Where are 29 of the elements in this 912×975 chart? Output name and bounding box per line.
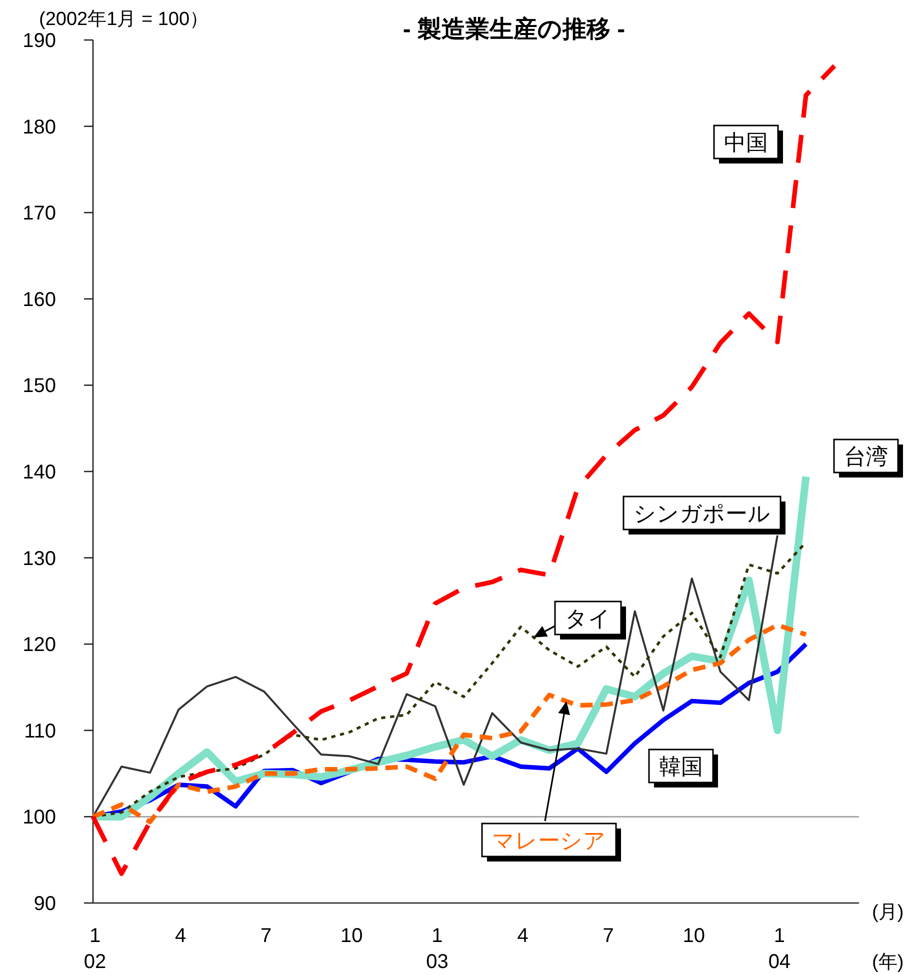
x-tick-label: 7 <box>260 925 272 947</box>
x-tick-label: 1 02 <box>84 925 106 973</box>
text: (月) (年) <box>872 902 904 973</box>
x-tick-label: 10 <box>340 925 363 947</box>
series-label: 韓国 <box>659 754 703 779</box>
x-tick-label: 4 <box>174 925 186 947</box>
y-tick-label: 140 <box>22 462 56 484</box>
series-label: 台湾 <box>844 444 888 469</box>
y-tick-label: 130 <box>22 548 56 570</box>
chart-title: - 製造業生産の推移 - <box>402 16 626 43</box>
series-label: シンガポール <box>634 501 770 526</box>
text: マレーシア <box>492 828 606 853</box>
y-axis-title: (2002年1月 = 100） <box>39 9 209 30</box>
y-tick-label: 150 <box>22 375 56 398</box>
y-tick-label: 170 <box>22 202 56 225</box>
series-label: 中国 <box>724 130 768 155</box>
x-tick-label: 1 03 <box>426 925 448 973</box>
y-tick-label: 160 <box>22 288 56 311</box>
y-tick-label: 90 <box>34 893 56 915</box>
x-tick-label: 7 <box>602 925 614 947</box>
x-tick-label: 1 04 <box>768 925 791 973</box>
y-tick-label: 110 <box>24 720 56 742</box>
y-tick-label: 120 <box>22 634 56 656</box>
x-tick-label: 10 <box>682 925 706 947</box>
y-tick-label: 190 <box>22 30 56 52</box>
y-tick-label: 180 <box>22 116 56 138</box>
series-label: タイ <box>565 606 611 631</box>
y-tick-label: 100 <box>22 806 56 829</box>
x-tick-label: 4 <box>517 925 528 947</box>
